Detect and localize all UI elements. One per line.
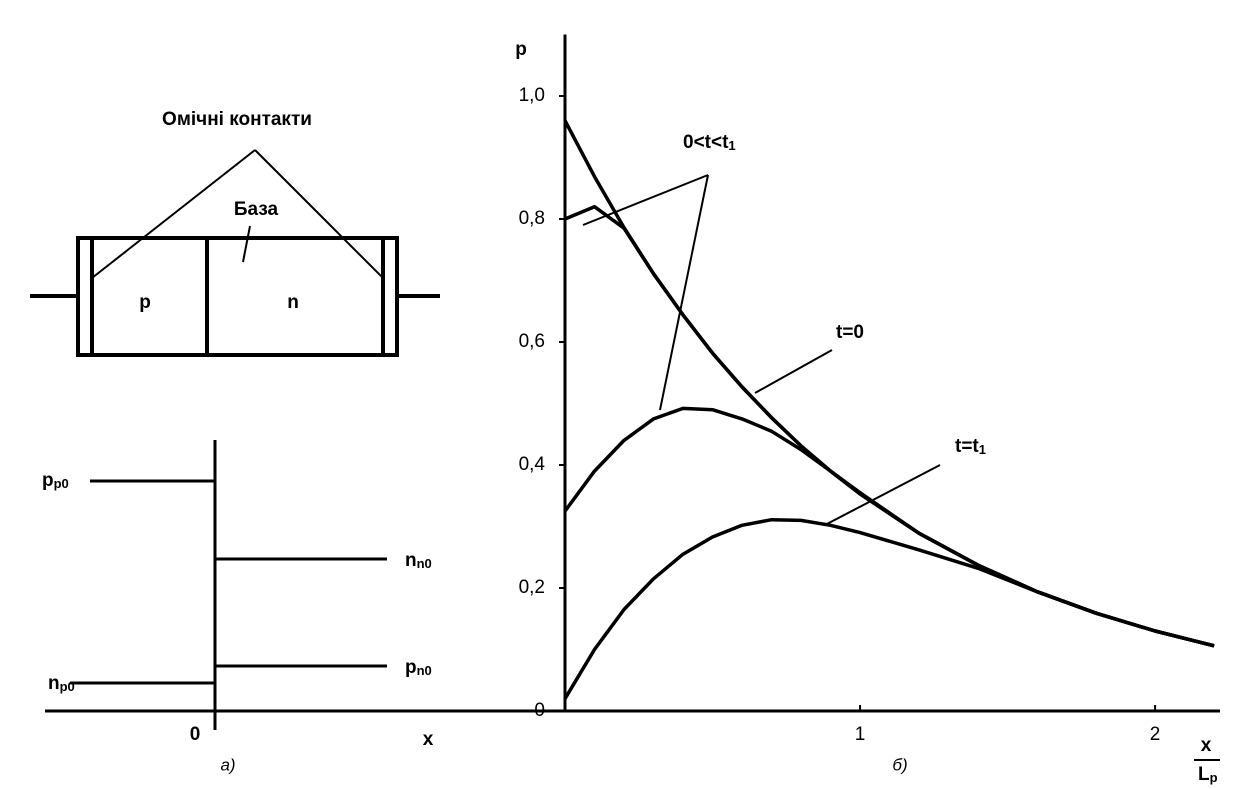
x-tick-label: 1 <box>855 724 866 745</box>
curve-label: 0<t<t1 <box>683 132 736 153</box>
curve-label: t=0 <box>836 322 864 343</box>
level-label: pn0 <box>405 657 432 678</box>
y-tick-label: 0,4 <box>519 454 546 475</box>
contacts-label: Омічні контакти <box>162 109 312 130</box>
x-axis-label: x <box>1201 735 1212 756</box>
curve <box>563 119 1215 648</box>
y-axis-label: p <box>515 39 527 60</box>
x-tick-label: 2 <box>1150 724 1161 745</box>
region-label: p <box>139 292 151 313</box>
caption: а) <box>220 755 235 774</box>
level-diagram <box>45 440 710 730</box>
curve <box>563 517 1215 700</box>
leaders <box>582 174 941 526</box>
base-label: База <box>234 199 279 220</box>
curve-label: t=t1 <box>955 436 986 457</box>
y-tick-label: 0 <box>534 700 545 721</box>
curve <box>564 204 1215 648</box>
y-tick-label: 0,2 <box>519 577 545 598</box>
level-label: pp0 <box>42 470 69 491</box>
x-label: x <box>423 729 434 750</box>
y-tick-label: 0,6 <box>519 331 545 352</box>
level-label: np0 <box>48 673 75 694</box>
curve <box>563 406 1215 648</box>
y-tick-label: 0,8 <box>519 208 545 229</box>
region-label: n <box>287 292 299 313</box>
device <box>30 149 440 357</box>
x-axis-label: Lp <box>1198 764 1218 785</box>
level-label: nn0 <box>405 550 432 571</box>
y-tick-label: 1,0 <box>519 85 545 106</box>
origin-label: 0 <box>190 724 201 745</box>
caption: б) <box>892 755 907 774</box>
